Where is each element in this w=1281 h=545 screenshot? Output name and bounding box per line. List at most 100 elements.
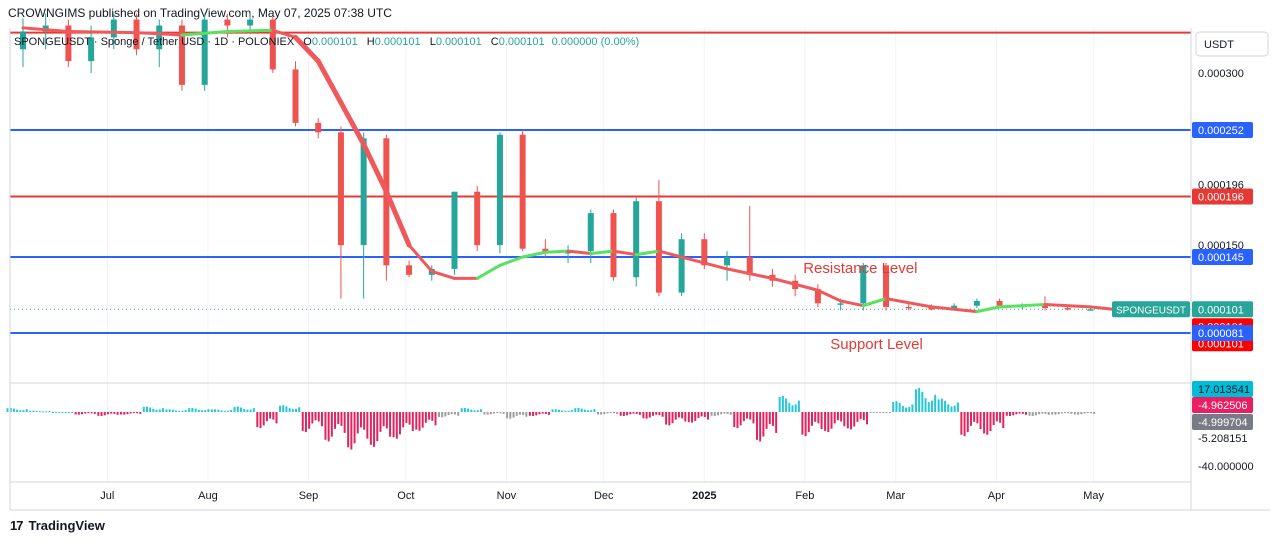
osc-bar <box>658 411 661 416</box>
osc-bar <box>308 411 311 429</box>
annotation-label: Resistance Level <box>803 260 917 277</box>
osc-bar <box>749 411 752 420</box>
osc-bar <box>158 409 161 412</box>
osc-bar <box>570 410 573 412</box>
osc-bar <box>51 411 54 413</box>
ma-segment <box>1043 303 1092 309</box>
candle-body <box>110 19 117 38</box>
currency-selector[interactable]: USDT <box>1195 31 1269 57</box>
osc-bar <box>817 411 820 424</box>
osc-bar <box>1089 411 1092 414</box>
osc-bar <box>389 411 392 437</box>
osc-bar <box>454 411 457 415</box>
osc-bar <box>924 398 927 412</box>
osc-bar <box>934 394 937 412</box>
osc-bar <box>518 411 521 415</box>
osc-bar <box>652 411 655 416</box>
level-tag-bg <box>1192 188 1253 205</box>
osc-bar <box>421 411 424 428</box>
osc-bar <box>246 409 249 412</box>
osc-bar <box>489 411 492 415</box>
osc-bar <box>995 411 998 422</box>
osc-bar <box>340 411 343 426</box>
osc-bar <box>398 411 401 435</box>
osc-bar <box>694 411 697 421</box>
osc-bar <box>282 405 285 412</box>
osc-bar <box>25 409 28 412</box>
osc-bar <box>762 411 765 437</box>
osc-bar <box>493 411 496 414</box>
osc-bar <box>48 411 51 413</box>
osc-bar <box>557 409 560 412</box>
legend-symbol: SPONGEUSDT · Sponge / Tether USD · 1D · … <box>14 36 295 48</box>
osc-tick-label-bg <box>1192 397 1253 413</box>
tradingview-brand[interactable]: 17 TradingView <box>10 518 105 533</box>
osc-bar <box>522 411 525 416</box>
osc-bar <box>77 411 80 415</box>
osc-bar <box>600 411 603 415</box>
candle-body <box>247 19 254 26</box>
candle-body <box>519 134 526 249</box>
candle-body <box>587 213 594 252</box>
osc-bar <box>768 411 771 425</box>
osc-bar <box>123 411 126 415</box>
osc-bar <box>1008 411 1011 416</box>
legend-c-value: 0.000101 <box>499 36 545 48</box>
osc-bar <box>895 401 898 412</box>
candle-body <box>701 239 708 266</box>
osc-bar <box>755 411 758 440</box>
osc-bar <box>291 409 294 412</box>
osc-bar <box>252 408 255 412</box>
osc-bar <box>217 409 220 412</box>
osc-bar <box>81 411 84 415</box>
osc-bar <box>161 408 164 412</box>
osc-bar <box>67 411 70 413</box>
osc-bar <box>327 411 330 442</box>
osc-bar <box>979 411 982 430</box>
osc-bar <box>243 408 246 412</box>
ma-segment <box>657 249 684 259</box>
osc-bar <box>447 411 450 416</box>
osc-bar <box>428 411 431 420</box>
osc-bar <box>918 387 921 412</box>
candle-body <box>905 306 912 309</box>
osc-bar <box>645 411 648 419</box>
osc-bar <box>1034 411 1037 416</box>
osc-bar <box>197 409 200 412</box>
osc-bar <box>551 409 554 412</box>
osc-bar <box>976 411 979 424</box>
candle-body <box>724 257 731 266</box>
ma-segment <box>338 100 367 147</box>
osc-bar <box>843 411 846 427</box>
osc-bar <box>983 411 986 434</box>
candle-body <box>746 257 753 275</box>
osc-bar <box>35 410 38 412</box>
osc-bar <box>947 404 950 412</box>
osc-bar <box>606 411 609 414</box>
candle-body <box>678 239 685 293</box>
osc-bar <box>638 411 641 415</box>
osc-bar <box>1057 411 1060 415</box>
osc-tick-label: -40.000000 <box>1198 461 1254 473</box>
osc-bar <box>175 410 178 412</box>
osc-bar <box>330 411 333 437</box>
osc-bar <box>467 408 470 412</box>
osc-bar <box>538 411 541 415</box>
ma-segment <box>998 303 1047 309</box>
osc-bar <box>87 411 90 414</box>
candle-body <box>951 305 958 310</box>
osc-bar <box>963 411 966 437</box>
osc-bar <box>275 411 278 424</box>
osc-bar <box>820 411 823 430</box>
osc-bar <box>90 411 93 414</box>
osc-bar <box>113 411 116 414</box>
ma-segment <box>383 189 412 248</box>
symbol-tag-bg <box>1112 301 1190 318</box>
osc-bar <box>1038 411 1041 415</box>
osc-bar <box>665 411 668 425</box>
osc-bar <box>353 411 356 444</box>
candle-body <box>973 300 980 306</box>
osc-bar <box>366 411 369 439</box>
ma-segment <box>135 31 184 37</box>
